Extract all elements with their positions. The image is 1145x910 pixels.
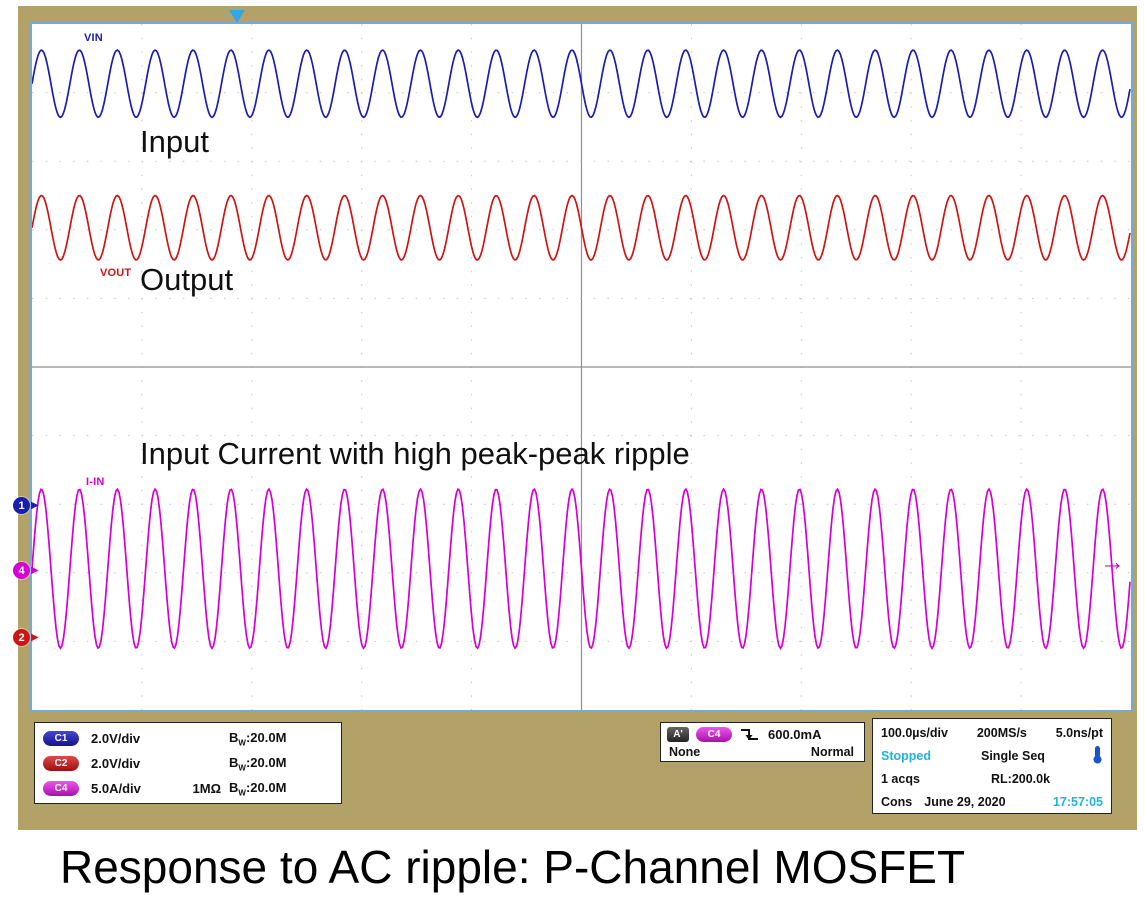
sample-rate: 200MS/s (976, 725, 1027, 740)
cons-label: Cons (881, 794, 913, 809)
channel-1-reference-marker: 1 ▶ (13, 497, 39, 514)
c4-scale: 5.0A/div (91, 781, 141, 796)
trace-label-vout: VOUT (100, 267, 132, 279)
scope-graticule: VIN VOUT I-IN Input Output Input Current… (30, 22, 1133, 712)
channel-1-badge[interactable]: 1 (13, 497, 30, 514)
channel-readout-box: C1 2.0V/div BW:20.0M C2 2.0V/div BW:20.0… (34, 722, 342, 804)
c2-scale: 2.0V/div (91, 756, 141, 771)
record-length: RL:200.0k (991, 771, 1051, 786)
trigger-source-badge[interactable]: C4 (696, 727, 732, 742)
c4-badge[interactable]: C4 (43, 781, 79, 796)
acq-status: Stopped (881, 748, 931, 763)
trigger-holdoff: None (669, 745, 701, 759)
channel-row-c4: C4 5.0A/div 1MΩ BW:20.0M (43, 776, 333, 801)
trigger-level: 600.0mA (768, 727, 822, 742)
channel-2-reference-marker: 2 ▶ (13, 629, 39, 646)
annotation-input: Input (140, 124, 209, 159)
channel-1-arrow-icon: ▶ (31, 499, 39, 511)
thermometer-icon (1091, 745, 1103, 767)
channel-2-arrow-icon: ▶ (31, 631, 39, 643)
acq-count-row: 1 acqs RL:200.0k (881, 767, 1103, 790)
c2-bandwidth: BW:20.0M (229, 754, 287, 773)
trigger-mode: Normal (810, 745, 854, 759)
trigger-a-badge[interactable]: A' (667, 727, 689, 742)
trigger-readout-box: A' C4 600.0mA None Normal (660, 722, 865, 762)
trace-label-vin: VIN (84, 32, 103, 44)
trace-label-iin: I-IN (86, 476, 105, 488)
channel-row-c2: C2 2.0V/div BW:20.0M (43, 751, 333, 776)
trigger-position-marker-icon[interactable] (229, 10, 245, 23)
channel-row-c1: C1 2.0V/div BW:20.0M (43, 726, 333, 751)
time-value: 17:57:05 (1052, 794, 1103, 809)
figure-caption: Response to AC ripple: P-Channel MOSFET (60, 841, 966, 893)
c1-scale: 2.0V/div (91, 731, 141, 746)
acq-count: 1 acqs (881, 771, 920, 786)
c4-impedance: 1MΩ (192, 781, 221, 796)
annotation-ripple: Input Current with high peak-peak ripple (140, 436, 690, 471)
timebase-value: 100.0µs/div (881, 725, 948, 740)
c1-badge[interactable]: C1 (43, 731, 79, 746)
waveform-display (32, 24, 1131, 710)
channel-4-arrow-icon: ▶ (31, 564, 39, 576)
date-value: June 29, 2020 (924, 794, 1006, 809)
channel-2-badge[interactable]: 2 (13, 629, 30, 646)
c4-right-reference-arrow-icon: → (1100, 548, 1125, 576)
c4-bandwidth: BW:20.0M (229, 779, 287, 798)
falling-edge-icon (741, 729, 758, 740)
trigger-row-source: A' C4 600.0mA (667, 725, 858, 744)
sample-resolution: 5.0ns/pt (1055, 725, 1103, 740)
annotation-output: Output (140, 262, 234, 297)
acq-status-row: Stopped Single Seq (881, 744, 1103, 767)
horizontal-readout-box: 100.0µs/div 200MS/s 5.0ns/pt Stopped Sin… (872, 718, 1112, 814)
timebase-row: 100.0µs/div 200MS/s 5.0ns/pt (881, 721, 1103, 744)
acq-mode: Single Seq (981, 748, 1045, 763)
trigger-row-mode: None Normal (667, 744, 858, 760)
c1-bandwidth: BW:20.0M (229, 729, 287, 748)
channel-4-badge[interactable]: 4 (13, 562, 30, 579)
channel-4-reference-marker: 4 ▶ (13, 562, 39, 579)
datetime-row: Cons June 29, 2020 17:57:05 (881, 790, 1103, 813)
c2-badge[interactable]: C2 (43, 756, 79, 771)
